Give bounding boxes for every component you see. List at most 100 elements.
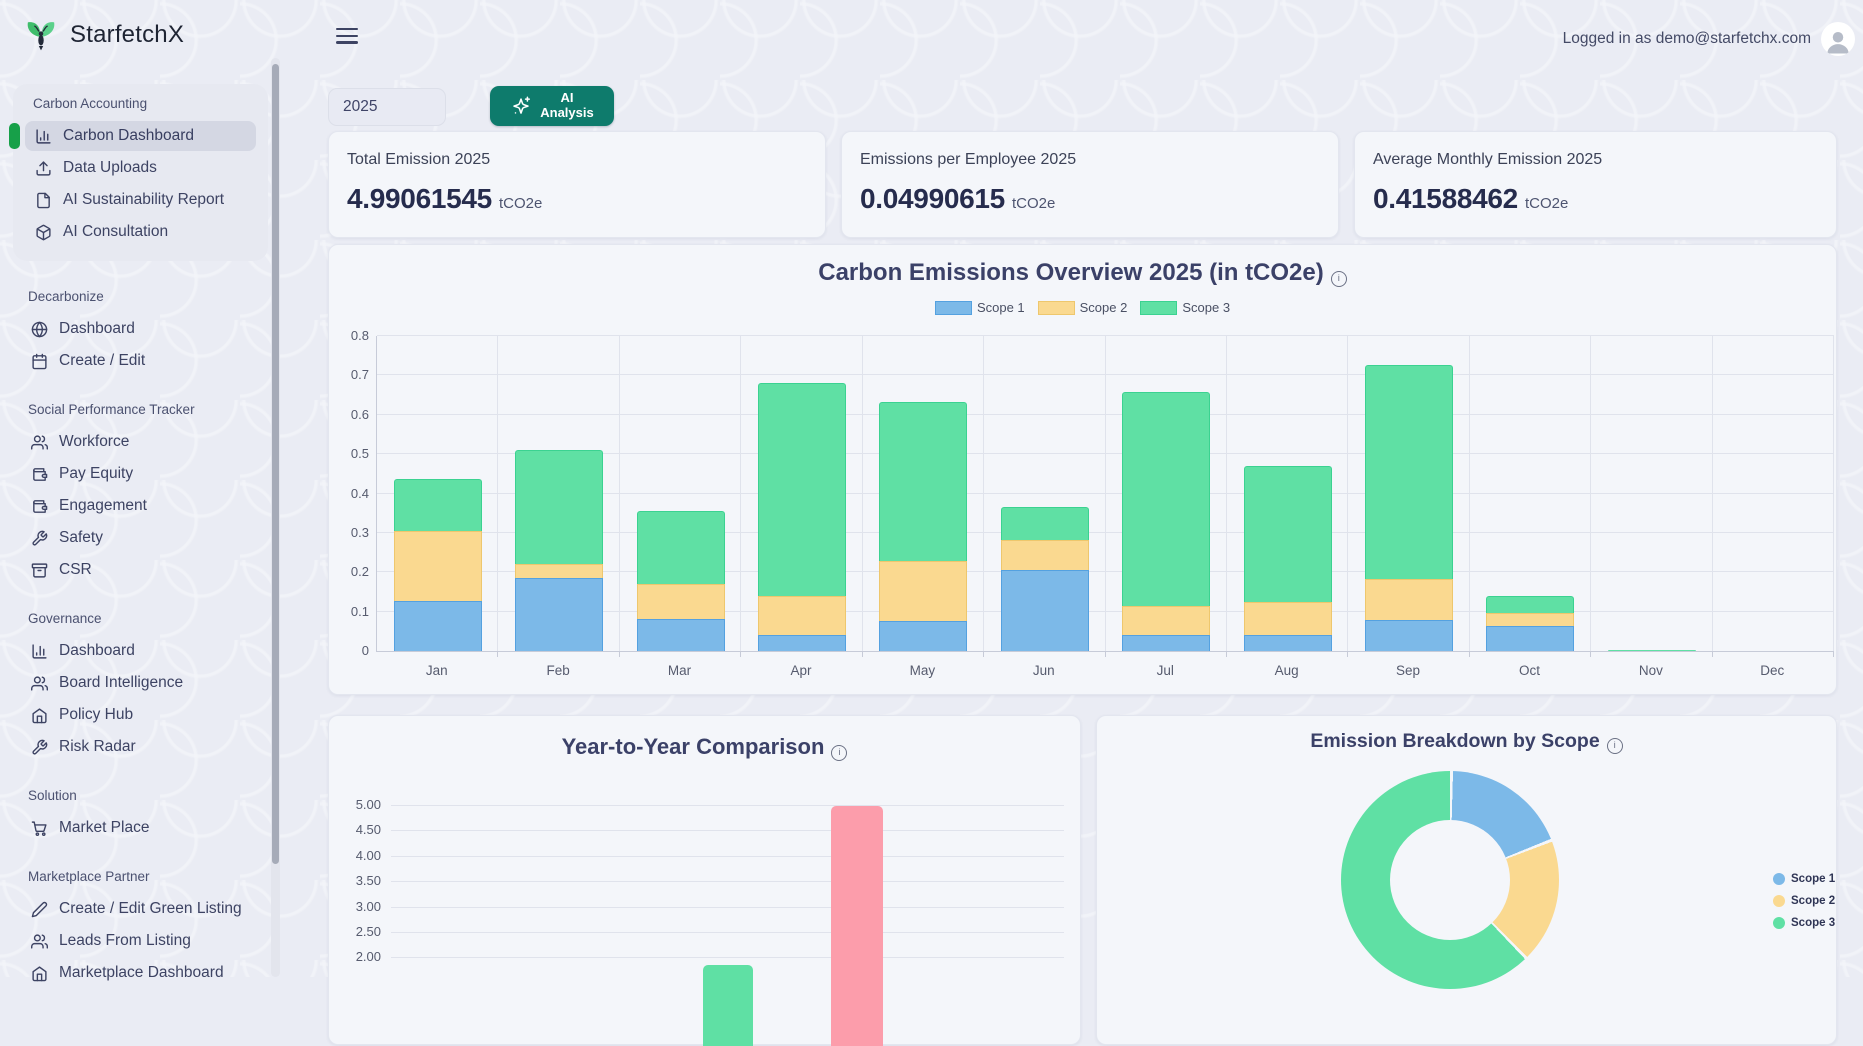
chart-legend: Scope 1 Scope 2 Scope 3 xyxy=(329,300,1836,315)
wallet-icon xyxy=(31,498,48,515)
scope-3-segment xyxy=(1608,650,1696,651)
scope-1-segment xyxy=(1244,635,1332,651)
sidebar-item-marketplace-dashboard[interactable]: Marketplace Dashboard xyxy=(21,958,260,988)
sidebar-item-label: Dashboard xyxy=(59,642,135,660)
scope-1-segment xyxy=(879,621,967,651)
sidebar-group-label: Social Performance Tracker xyxy=(13,400,268,425)
donut-legend-item-scope-1[interactable]: Scope 1 xyxy=(1773,873,1835,885)
legend-dot xyxy=(1773,873,1785,885)
scope-1-segment xyxy=(1122,635,1210,651)
users-icon xyxy=(31,933,48,950)
sidebar-item-leads-from-listing[interactable]: Leads From Listing xyxy=(21,926,260,956)
sidebar-item-label: Market Place xyxy=(59,819,149,837)
sidebar-item-label: Data Uploads xyxy=(63,159,157,177)
chart-title-text: Year-to-Year Comparison xyxy=(562,734,825,759)
x-axis-label: Oct xyxy=(1484,663,1574,678)
x-tick xyxy=(1590,651,1591,657)
brand-name: StarfetchX xyxy=(70,21,184,49)
gridline-v xyxy=(1590,336,1591,651)
stat-unit: tCO2e xyxy=(1012,195,1055,212)
sidebar-item-safety[interactable]: Safety xyxy=(21,523,260,553)
stacked-bar-aug xyxy=(1244,466,1332,651)
gridline-h xyxy=(377,335,1834,336)
firefly-logo-icon xyxy=(20,14,62,56)
sidebar-item-dashboard[interactable]: Dashboard xyxy=(21,314,260,344)
legend-item-scope-1[interactable]: Scope 1 xyxy=(935,300,1025,315)
x-axis-label: Nov xyxy=(1606,663,1696,678)
legend-item-scope-2[interactable]: Scope 2 xyxy=(1038,300,1128,315)
x-tick xyxy=(1105,651,1106,657)
info-icon[interactable] xyxy=(1331,271,1347,287)
calendar-icon xyxy=(31,353,48,370)
sidebar-item-workforce[interactable]: Workforce xyxy=(21,427,260,457)
x-tick xyxy=(1833,651,1834,657)
info-icon[interactable] xyxy=(831,745,847,761)
gridline-h xyxy=(377,374,1834,375)
stat-card-average-monthly: Average Monthly Emission 2025 0.41588462… xyxy=(1354,131,1837,238)
sidebar-item-carbon-dashboard[interactable]: Carbon Dashboard xyxy=(25,121,256,151)
x-tick xyxy=(740,651,741,657)
year-to-year-title: Year-to-Year Comparison xyxy=(329,734,1080,761)
y-axis-label: 3.50 xyxy=(333,873,381,888)
scope-3-segment xyxy=(1365,365,1453,579)
x-axis-label: Apr xyxy=(756,663,846,678)
sidebar-item-create-edit[interactable]: Create / Edit xyxy=(21,346,260,376)
sidebar-group-label: Carbon Accounting xyxy=(21,94,260,119)
stat-label: Total Emission 2025 xyxy=(347,151,807,169)
sidebar-item-risk-radar[interactable]: Risk Radar xyxy=(21,732,260,762)
year-select[interactable]: 2025 xyxy=(328,88,446,126)
sidebar-item-ai-consultation[interactable]: AI Consultation xyxy=(25,217,256,247)
users-icon xyxy=(31,675,48,692)
sidebar-item-label: Pay Equity xyxy=(59,465,133,483)
legend-swatch xyxy=(1038,301,1075,315)
sidebar-item-label: CSR xyxy=(59,561,92,579)
donut-legend-item-scope-2[interactable]: Scope 2 xyxy=(1773,895,1835,907)
sidebar-item-data-uploads[interactable]: Data Uploads xyxy=(25,153,256,183)
gridline-v xyxy=(1833,336,1834,651)
gridline-h xyxy=(391,856,1064,857)
gridline-v xyxy=(497,336,498,651)
x-axis-label: Dec xyxy=(1727,663,1817,678)
pencil-icon xyxy=(31,901,48,918)
scope-2-segment xyxy=(637,584,725,619)
sidebar-item-board-intelligence[interactable]: Board Intelligence xyxy=(21,668,260,698)
menu-icon[interactable] xyxy=(336,28,358,48)
legend-item-scope-3[interactable]: Scope 3 xyxy=(1140,300,1230,315)
legend-label: Scope 1 xyxy=(1791,873,1835,885)
sidebar-item-ai-sustainability-report[interactable]: AI Sustainability Report xyxy=(25,185,256,215)
sidebar-item-create-edit-green-listing[interactable]: Create / Edit Green Listing xyxy=(21,894,260,924)
sidebar-item-label: Create / Edit xyxy=(59,352,145,370)
sidebar-item-market-place[interactable]: Market Place xyxy=(21,813,260,843)
sidebar-item-pay-equity[interactable]: Pay Equity xyxy=(21,459,260,489)
sidebar-item-label: Policy Hub xyxy=(59,706,133,724)
info-icon[interactable] xyxy=(1607,738,1623,754)
brand-logo[interactable]: StarfetchX xyxy=(0,0,282,56)
y-axis-label: 0.7 xyxy=(335,367,369,382)
avatar[interactable] xyxy=(1821,22,1855,56)
main-content: Logged in as demo@starfetchx.com 2025 AI… xyxy=(282,0,1863,977)
y-axis-label: 0 xyxy=(335,643,369,658)
sidebar-scrollbar[interactable] xyxy=(271,58,280,977)
scope-2-segment xyxy=(758,596,846,635)
stat-card-total-emission: Total Emission 2025 4.99061545 tCO2e xyxy=(328,131,826,238)
scope-2-segment xyxy=(515,564,603,579)
sidebar-item-engagement[interactable]: Engagement xyxy=(21,491,260,521)
x-tick xyxy=(1712,651,1713,657)
y-axis-label: 2.00 xyxy=(333,949,381,964)
sidebar-item-policy-hub[interactable]: Policy Hub xyxy=(21,700,260,730)
wallet-icon xyxy=(31,466,48,483)
stacked-bar-jan xyxy=(394,479,482,651)
ai-analysis-button[interactable]: AI Analysis xyxy=(490,86,614,126)
globe-icon xyxy=(31,321,48,338)
scope-1-segment xyxy=(394,601,482,651)
sidebar-scrollbar-thumb[interactable] xyxy=(272,64,279,864)
scope-1-segment xyxy=(637,619,725,651)
sidebar-item-label: Engagement xyxy=(59,497,147,515)
stat-value: 4.99061545 xyxy=(347,183,492,215)
user-icon xyxy=(1823,26,1853,56)
sidebar-item-dashboard[interactable]: Dashboard xyxy=(21,636,260,666)
donut-legend-item-scope-3[interactable]: Scope 3 xyxy=(1773,917,1835,929)
sidebar-item-label: Safety xyxy=(59,529,103,547)
sidebar-item-csr[interactable]: CSR xyxy=(21,555,260,585)
